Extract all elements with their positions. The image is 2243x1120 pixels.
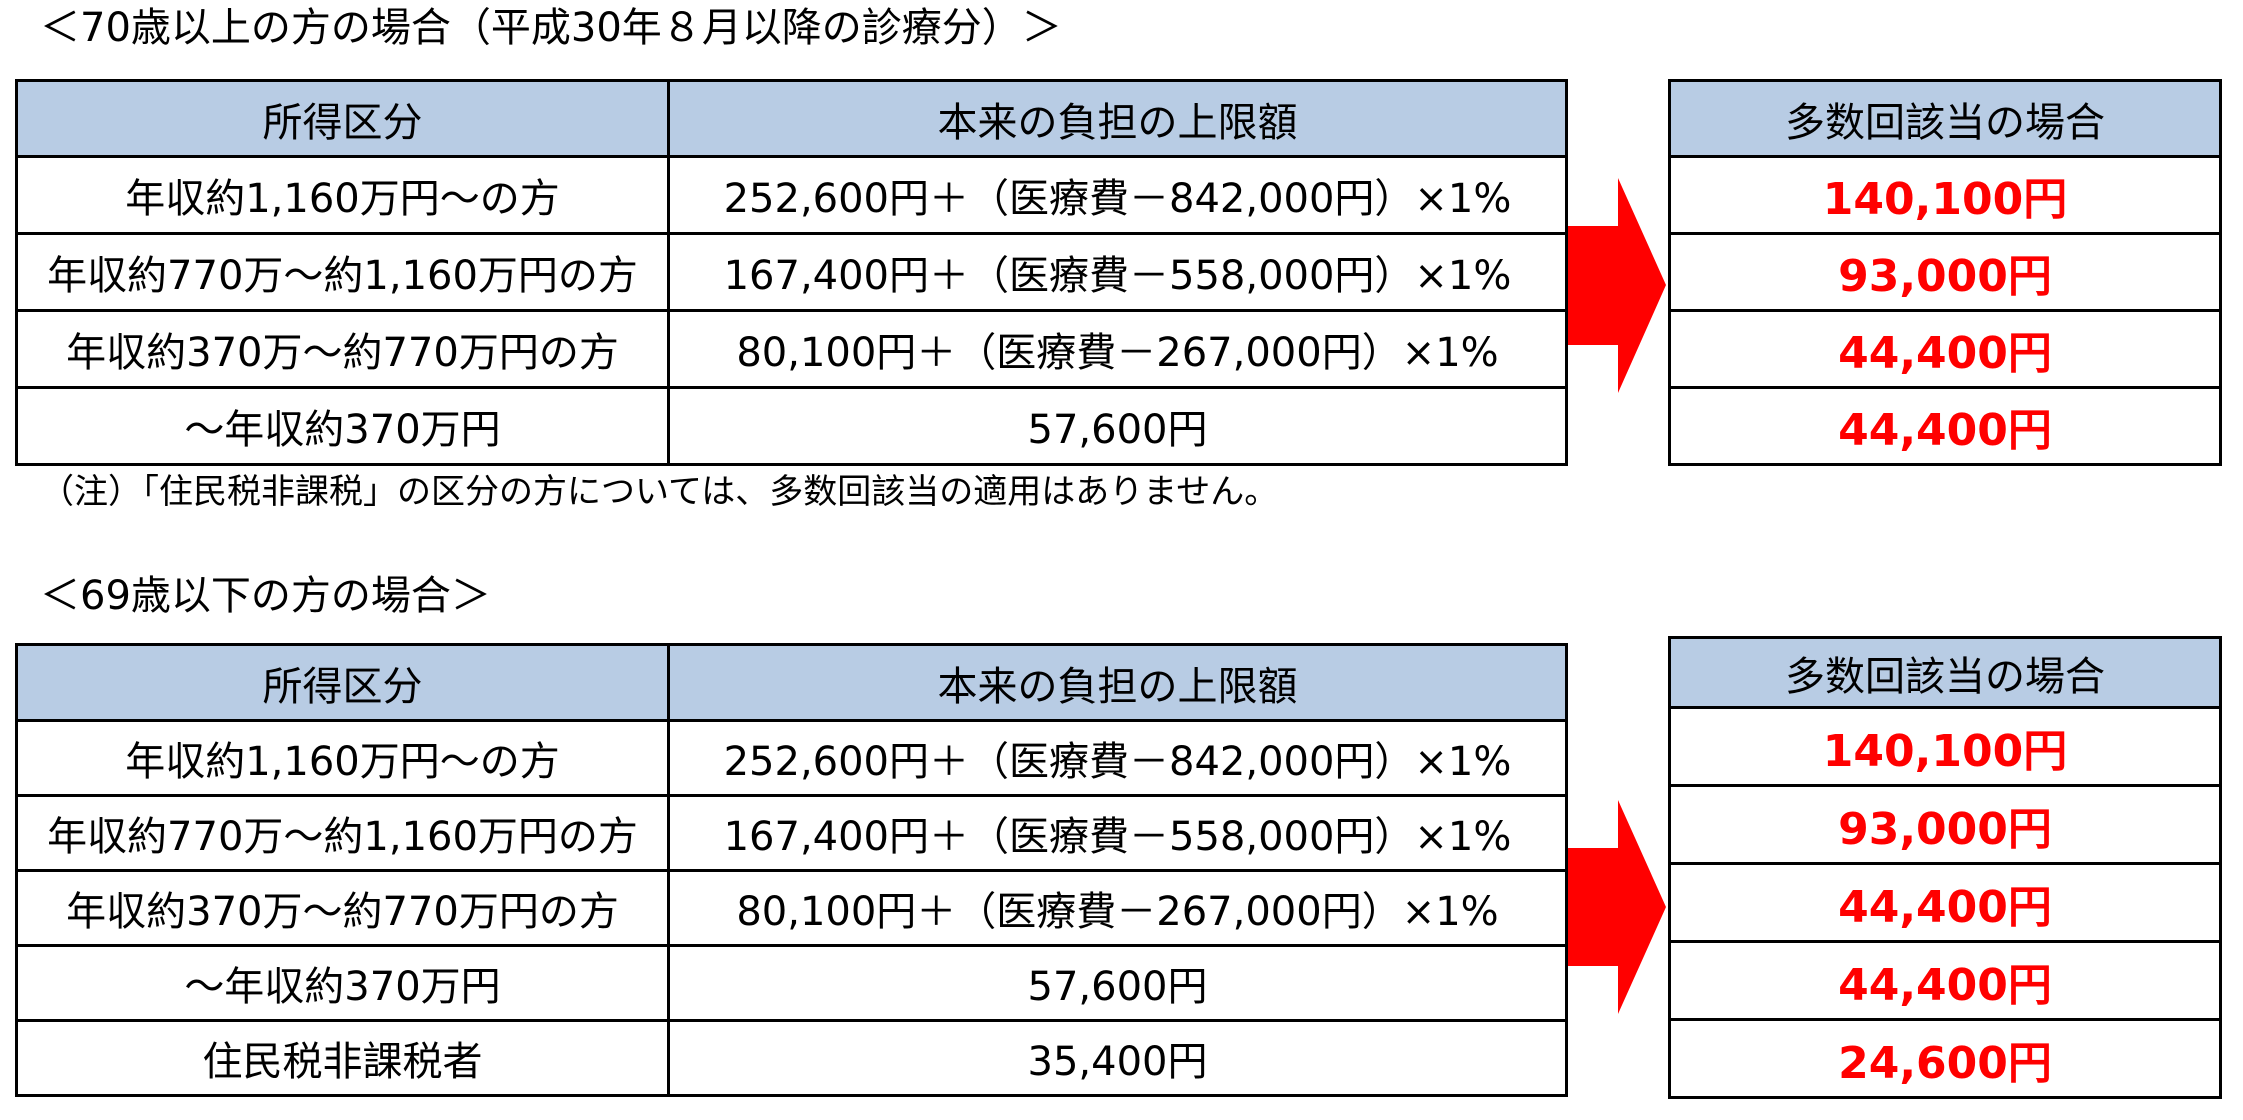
income-cell: ～年収約370万円 (15, 386, 670, 466)
table-header-row: 所得区分 本来の負担の上限額 (15, 79, 1568, 158)
table-row: 44,400円 (1668, 386, 2222, 466)
table-row: ～年収約370万円 57,600円 (15, 944, 1568, 1022)
section2-heading: ＜69歳以下の方の場合＞ (40, 573, 491, 619)
multiple-amount-cell: 44,400円 (1668, 862, 2222, 943)
right-arrow-icon (1568, 178, 1666, 393)
multiple-amount-cell: 93,000円 (1668, 232, 2222, 312)
income-cell: 年収約1,160万円～の方 (15, 155, 670, 235)
section2-limit-table: 所得区分 本来の負担の上限額 年収約1,160万円～の方 252,600円＋（医… (15, 643, 1568, 1097)
table-row: 年収約770万～約1,160万円の方 167,400円＋（医療費－558,000… (15, 794, 1568, 872)
table-row: 44,400円 (1668, 862, 2222, 943)
section2-multiple-table: 多数回該当の場合 140,100円 93,000円 44,400円 44,400… (1668, 636, 2222, 1099)
income-cell: 住民税非課税者 (15, 1019, 670, 1097)
table-row: 年収約1,160万円～の方 252,600円＋（医療費－842,000円）×1% (15, 719, 1568, 797)
income-cell: 年収約1,160万円～の方 (15, 719, 670, 797)
table-header-row: 多数回該当の場合 (1668, 636, 2222, 709)
section1-multiple-table: 多数回該当の場合 140,100円 93,000円 44,400円 44,400… (1668, 79, 2222, 466)
table-row: 93,000円 (1668, 232, 2222, 312)
income-cell: 年収約370万～約770万円の方 (15, 869, 670, 947)
multiple-amount-cell: 44,400円 (1668, 940, 2222, 1021)
table-row: 年収約1,160万円～の方 252,600円＋（医療費－842,000円）×1% (15, 155, 1568, 235)
multiple-amount-cell: 93,000円 (1668, 784, 2222, 865)
multiple-applicable-header: 多数回該当の場合 (1668, 79, 2222, 158)
income-cell: ～年収約370万円 (15, 944, 670, 1022)
table-header-row: 多数回該当の場合 (1668, 79, 2222, 158)
table-row: 140,100円 (1668, 155, 2222, 235)
footnote: （注）「住民税非課税」の区分の方については、多数回該当の適用はありません。 (40, 472, 1279, 512)
table-row: 年収約370万～約770万円の方 80,100円＋（医療費－267,000円）×… (15, 869, 1568, 947)
multiple-amount-cell: 24,600円 (1668, 1018, 2222, 1099)
section1-heading: ＜70歳以上の方の場合（平成30年８月以降の診療分）＞ (40, 5, 1062, 51)
multiple-amount-cell: 44,400円 (1668, 386, 2222, 466)
income-cell: 年収約770万～約1,160万円の方 (15, 794, 670, 872)
income-category-header: 所得区分 (15, 643, 670, 722)
section1-limit-table: 所得区分 本来の負担の上限額 年収約1,160万円～の方 252,600円＋（医… (15, 79, 1568, 466)
limit-cell: 57,600円 (667, 386, 1568, 466)
income-cell: 年収約370万～約770万円の方 (15, 309, 670, 389)
table-row: 年収約770万～約1,160万円の方 167,400円＋（医療費－558,000… (15, 232, 1568, 312)
standard-limit-header: 本来の負担の上限額 (667, 79, 1568, 158)
table-row: 44,400円 (1668, 309, 2222, 389)
multiple-applicable-header: 多数回該当の場合 (1668, 636, 2222, 709)
right-arrow-icon (1568, 800, 1666, 1014)
table-row: 年収約370万～約770万円の方 80,100円＋（医療費－267,000円）×… (15, 309, 1568, 389)
multiple-amount-cell: 140,100円 (1668, 155, 2222, 235)
multiple-amount-cell: 44,400円 (1668, 309, 2222, 389)
limit-cell: 252,600円＋（医療費－842,000円）×1% (667, 719, 1568, 797)
table-row: 44,400円 (1668, 940, 2222, 1021)
table-row: 24,600円 (1668, 1018, 2222, 1099)
limit-cell: 252,600円＋（医療費－842,000円）×1% (667, 155, 1568, 235)
income-category-header: 所得区分 (15, 79, 670, 158)
limit-cell: 80,100円＋（医療費－267,000円）×1% (667, 869, 1568, 947)
table-row: ～年収約370万円 57,600円 (15, 386, 1568, 466)
multiple-amount-cell: 140,100円 (1668, 706, 2222, 787)
table-row: 住民税非課税者 35,400円 (15, 1019, 1568, 1097)
table-row: 140,100円 (1668, 706, 2222, 787)
limit-cell: 35,400円 (667, 1019, 1568, 1097)
table-header-row: 所得区分 本来の負担の上限額 (15, 643, 1568, 722)
standard-limit-header: 本来の負担の上限額 (667, 643, 1568, 722)
limit-cell: 167,400円＋（医療費－558,000円）×1% (667, 794, 1568, 872)
table-row: 93,000円 (1668, 784, 2222, 865)
limit-cell: 57,600円 (667, 944, 1568, 1022)
limit-cell: 80,100円＋（医療費－267,000円）×1% (667, 309, 1568, 389)
income-cell: 年収約770万～約1,160万円の方 (15, 232, 670, 312)
limit-cell: 167,400円＋（医療費－558,000円）×1% (667, 232, 1568, 312)
